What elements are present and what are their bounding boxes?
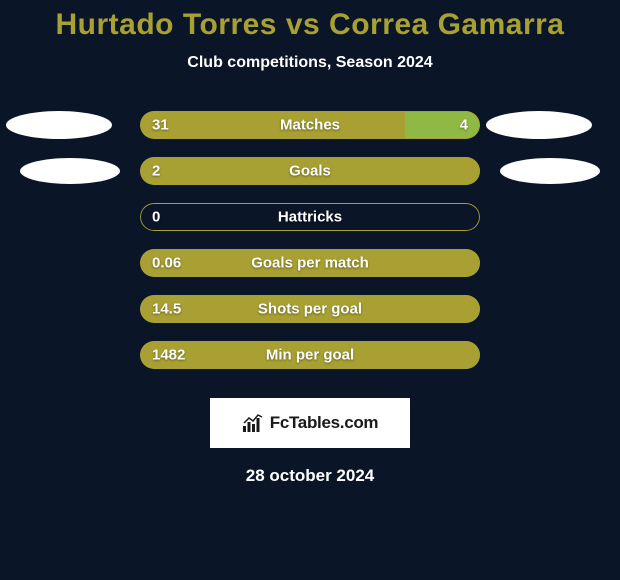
page-title: Hurtado Torres vs Correa Gamarra bbox=[0, 0, 620, 42]
logo-text: FcTables.com bbox=[270, 413, 379, 433]
stat-value-left: 0.06 bbox=[152, 255, 181, 272]
ellipse-right bbox=[486, 111, 592, 139]
stat-row: 1482 Min per goal bbox=[0, 332, 620, 378]
stat-row: 2 Goals bbox=[0, 148, 620, 194]
stat-bar: 31 Matches 4 bbox=[140, 111, 480, 139]
date-text: 28 october 2024 bbox=[0, 466, 620, 486]
stat-value-left: 14.5 bbox=[152, 301, 181, 318]
stat-bar: 0.06 Goals per match bbox=[140, 249, 480, 277]
bar-fill-left bbox=[140, 111, 405, 139]
stat-value-left: 1482 bbox=[152, 347, 185, 364]
stat-bar: 14.5 Shots per goal bbox=[140, 295, 480, 323]
chart-icon bbox=[242, 414, 264, 432]
stat-bar: 2 Goals bbox=[140, 157, 480, 185]
stat-label: Goals per match bbox=[251, 255, 369, 272]
stat-label: Matches bbox=[280, 117, 340, 134]
stat-row: 0.06 Goals per match bbox=[0, 240, 620, 286]
bar-fill-right bbox=[405, 111, 480, 139]
stat-value-right: 4 bbox=[460, 117, 468, 134]
stat-row: 31 Matches 4 bbox=[0, 102, 620, 148]
stat-row: 0 Hattricks bbox=[0, 194, 620, 240]
stat-row: 14.5 Shots per goal bbox=[0, 286, 620, 332]
stat-label: Hattricks bbox=[278, 209, 342, 226]
stat-value-left: 2 bbox=[152, 163, 160, 180]
stat-bar: 1482 Min per goal bbox=[140, 341, 480, 369]
stat-value-left: 0 bbox=[152, 209, 160, 226]
stats-area: 31 Matches 4 2 Goals 0 Hattricks 0.06 Goals per … bbox=[0, 102, 620, 378]
ellipse-left bbox=[20, 158, 120, 184]
ellipse-right bbox=[500, 158, 600, 184]
stat-label: Shots per goal bbox=[258, 301, 362, 318]
stat-value-left: 31 bbox=[152, 117, 169, 134]
logo-box: FcTables.com bbox=[210, 398, 410, 448]
stat-label: Min per goal bbox=[266, 347, 354, 364]
ellipse-left bbox=[6, 111, 112, 139]
stat-bar: 0 Hattricks bbox=[140, 203, 480, 231]
subtitle: Club competitions, Season 2024 bbox=[0, 54, 620, 72]
stat-label: Goals bbox=[289, 163, 331, 180]
